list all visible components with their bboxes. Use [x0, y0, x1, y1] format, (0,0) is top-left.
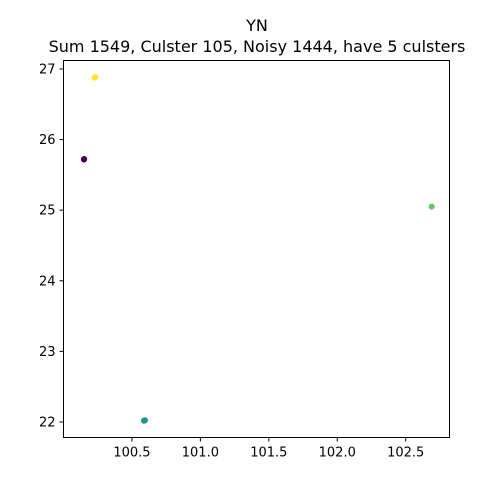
y-tick-label: 26	[39, 133, 56, 148]
y-tick-label: 24	[39, 274, 56, 289]
x-axis-ticks: 100.5 101.0 101.5 102.0 102.5	[113, 437, 424, 461]
scatter-point	[140, 417, 147, 424]
y-tick-label: 25	[39, 204, 56, 219]
x-tick-label: 102.0	[319, 446, 356, 461]
x-tick-label: 100.5	[113, 446, 150, 461]
scatter-points	[80, 74, 435, 424]
chart-subtitle: Sum 1549, Culster 105, Noisy 1444, have …	[49, 37, 466, 56]
plot-frame	[63, 60, 450, 438]
scatter-point	[80, 156, 87, 163]
x-tick-label: 101.5	[250, 446, 287, 461]
y-tick-label: 23	[39, 345, 56, 360]
scatter-point	[428, 203, 435, 210]
y-axis-ticks: 22 23 24 25 26 27	[39, 62, 64, 430]
x-tick-label: 102.5	[387, 446, 424, 461]
x-tick-label: 101.0	[182, 446, 219, 461]
y-tick-label: 22	[39, 415, 56, 430]
chart-title: YN	[245, 16, 268, 35]
y-tick-label: 27	[39, 62, 56, 77]
scatter-point	[91, 74, 98, 81]
